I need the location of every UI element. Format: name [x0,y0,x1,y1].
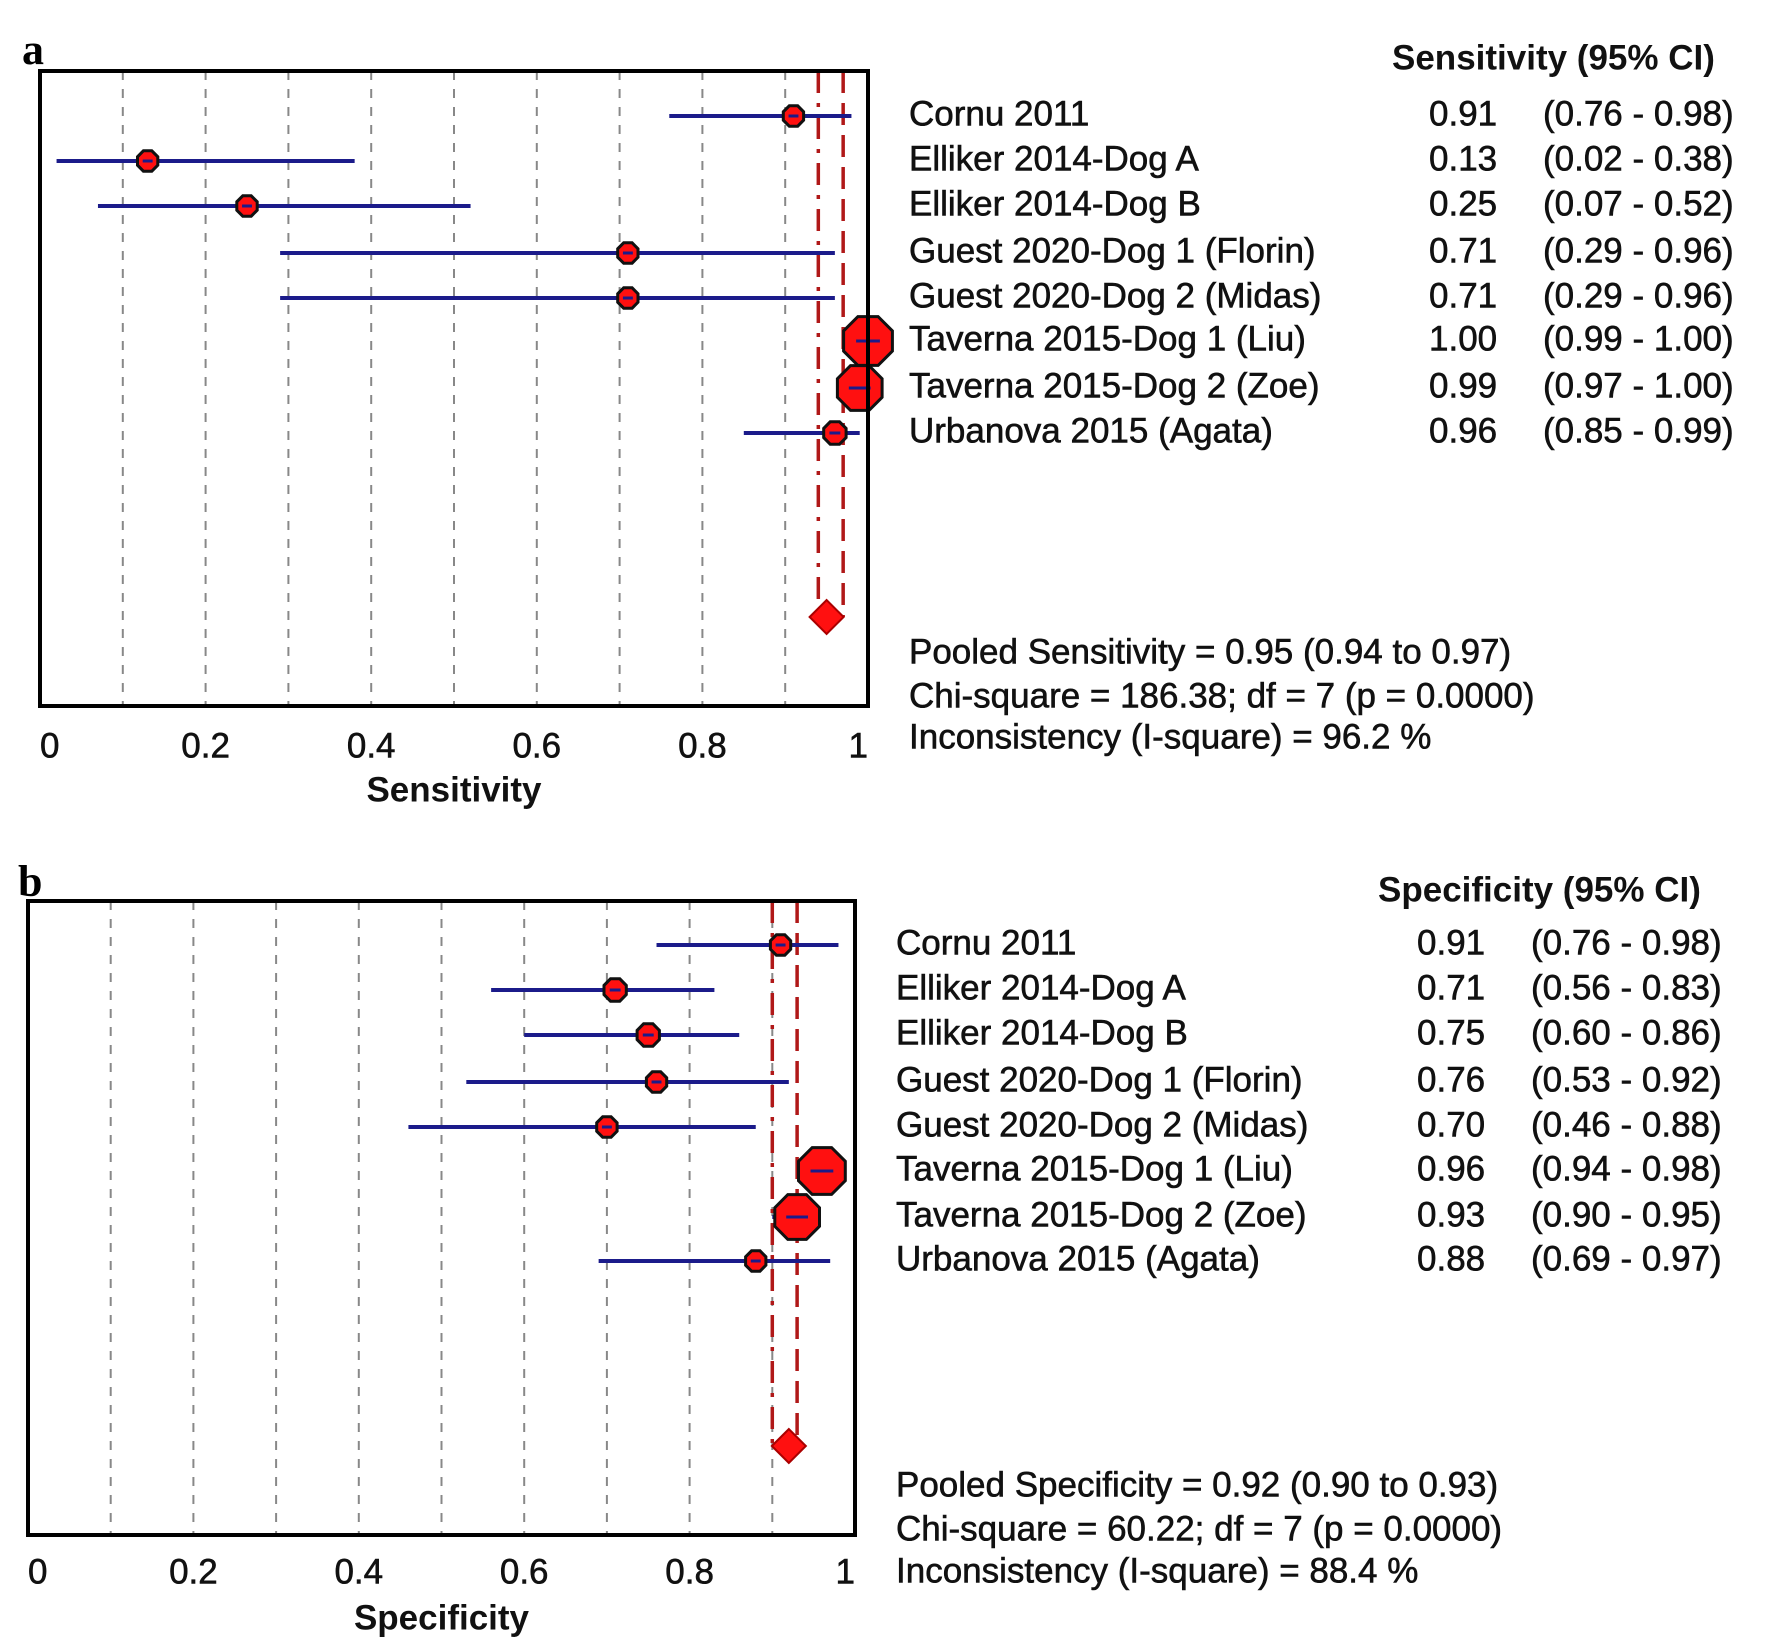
summary-stat: Inconsistency (I-square) = 88.4 % [896,1551,1418,1590]
x-tick-label: 0.6 [512,726,561,765]
panel-a: a Cornu 2011 0.91 (0.76 - 0.98) Elliker 2014… [22,25,1734,809]
study-name: Elliker 2014-Dog A [896,968,1187,1007]
study-ci: (0.90 - 0.95) [1531,1195,1722,1234]
study-ci: (0.69 - 0.97) [1531,1239,1722,1278]
panel-label: a [22,25,44,74]
study-ci: (0.29 - 0.96) [1543,231,1734,270]
study-ci: (0.07 - 0.52) [1543,184,1734,223]
study-name: Guest 2020-Dog 1 (Florin) [896,1060,1303,1099]
study-ci: (0.85 - 0.99) [1543,411,1734,450]
x-axis-label: Sensitivity [366,770,542,809]
study-value: 0.99 [1429,366,1497,405]
column-header: Specificity (95% CI) [1378,870,1701,909]
x-tick-label: 0.2 [169,1552,218,1591]
column-header: Sensitivity (95% CI) [1392,38,1715,77]
study-name: Elliker 2014-Dog B [896,1013,1188,1052]
x-tick-label: 1 [836,1552,855,1591]
summary-stat: Pooled Specificity = 0.92 (0.90 to 0.93) [896,1465,1498,1504]
study-ci: (0.02 - 0.38) [1543,139,1734,178]
study-value: 0.70 [1417,1105,1485,1144]
summary-stat: Chi-square = 60.22; df = 7 (p = 0.0000) [896,1509,1502,1548]
study-name: Taverna 2015-Dog 1 (Liu) [909,319,1306,358]
study-name: Elliker 2014-Dog A [909,139,1200,178]
study-value: 1.00 [1429,319,1497,358]
study-name: Elliker 2014-Dog B [909,184,1201,223]
study-name: Urbanova 2015 (Agata) [909,411,1273,450]
plot-frame [26,899,857,1537]
study-name: Taverna 2015-Dog 2 (Zoe) [909,366,1320,405]
pooled-diamond [808,598,846,636]
panel-b: b Cornu 2011 0.91 (0.76 - 0.98) Elliker 2014… [18,857,1722,1637]
study-name: Taverna 2015-Dog 2 (Zoe) [896,1195,1307,1234]
study-name: Cornu 2011 [909,94,1089,133]
study-value: 0.71 [1429,231,1497,270]
x-tick-label: 0.2 [181,726,230,765]
x-tick-label: 0.8 [678,726,727,765]
study-value: 0.13 [1429,139,1497,178]
study-name: Guest 2020-Dog 1 (Florin) [909,231,1316,270]
pooled-diamond [770,1427,808,1465]
plot-frame [38,69,870,708]
study-value: 0.25 [1429,184,1497,223]
x-tick-label: 0.6 [500,1552,549,1591]
study-value: 0.91 [1429,94,1497,133]
study-name: Taverna 2015-Dog 1 (Liu) [896,1149,1293,1188]
x-tick-label: 0.4 [347,726,396,765]
study-value: 0.96 [1417,1149,1485,1188]
study-ci: (0.99 - 1.00) [1543,319,1734,358]
x-axis-label: Specificity [354,1598,530,1637]
study-name: Urbanova 2015 (Agata) [896,1239,1260,1278]
study-value: 0.76 [1417,1060,1485,1099]
study-value: 0.71 [1417,968,1485,1007]
study-value: 0.75 [1417,1013,1485,1052]
study-ci: (0.97 - 1.00) [1543,366,1734,405]
study-value: 0.88 [1417,1239,1485,1278]
study-value: 0.93 [1417,1195,1485,1234]
study-ci: (0.60 - 0.86) [1531,1013,1722,1052]
x-tick-label: 1 [849,726,868,765]
study-value: 0.96 [1429,411,1497,450]
x-tick-label: 0 [28,1552,47,1591]
study-name: Guest 2020-Dog 2 (Midas) [909,276,1321,315]
study-name: Guest 2020-Dog 2 (Midas) [896,1105,1308,1144]
x-tick-label: 0 [40,726,59,765]
study-ci: (0.76 - 0.98) [1531,923,1722,962]
study-ci: (0.94 - 0.98) [1531,1149,1722,1188]
study-value: 0.91 [1417,923,1485,962]
summary-stat: Chi-square = 186.38; df = 7 (p = 0.0000) [909,676,1535,715]
x-tick-label: 0.4 [334,1552,383,1591]
panel-label: b [18,857,42,906]
study-ci: (0.29 - 0.96) [1543,276,1734,315]
summary-stat: Pooled Sensitivity = 0.95 (0.94 to 0.97) [909,632,1511,671]
study-ci: (0.76 - 0.98) [1543,94,1734,133]
study-value: 0.71 [1429,276,1497,315]
x-tick-label: 0.8 [665,1552,714,1591]
study-name: Cornu 2011 [896,923,1076,962]
study-ci: (0.46 - 0.88) [1531,1105,1722,1144]
summary-stat: Inconsistency (I-square) = 96.2 % [909,717,1431,756]
study-ci: (0.56 - 0.83) [1531,968,1722,1007]
study-ci: (0.53 - 0.92) [1531,1060,1722,1099]
